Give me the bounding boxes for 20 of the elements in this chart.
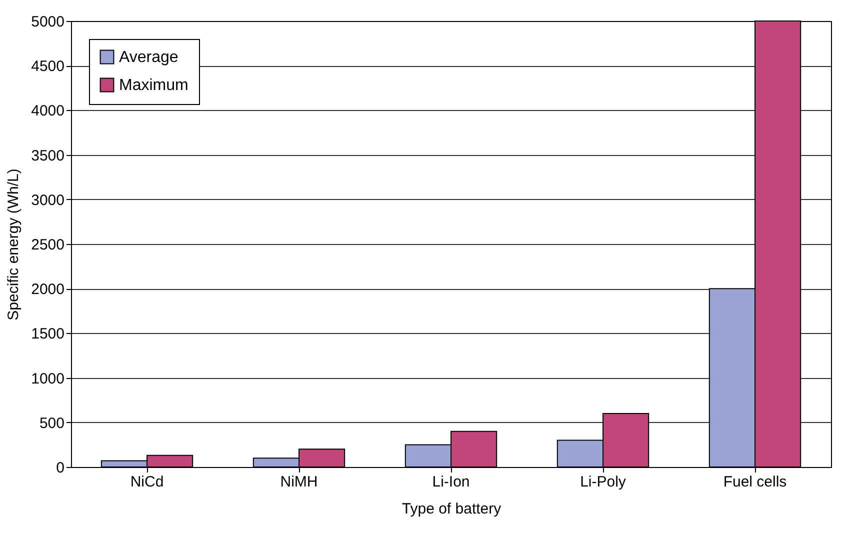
legend-label: Average <box>119 49 178 66</box>
y-tick-label: 500 <box>39 414 64 432</box>
y-tick-label: 1000 <box>31 370 64 388</box>
x-axis-title: Type of battery <box>402 500 502 518</box>
y-tick-label: 0 <box>56 460 64 476</box>
x-tick-label: Li-Ion <box>432 474 470 490</box>
x-tick-label: NiMH <box>280 474 318 490</box>
y-tick-label: 5000 <box>31 14 64 30</box>
y-tick-label: 2500 <box>31 236 64 254</box>
y-tick-label: 3000 <box>31 192 64 209</box>
y-tick-label: 2000 <box>31 281 64 298</box>
y-tick-label: 4000 <box>31 102 64 120</box>
y-tick-label: 4500 <box>31 58 64 76</box>
x-tick-label: NiCd <box>130 474 164 490</box>
x-tick-label: Fuel cells <box>723 474 787 490</box>
legend-label: Maximum <box>119 77 188 94</box>
y-axis-title: Specific energy (Wh/L) <box>5 168 22 320</box>
y-tick-label: 3500 <box>31 147 64 164</box>
x-tick-label: Li-Poly <box>580 474 626 490</box>
y-tick-label: 1500 <box>31 326 64 343</box>
